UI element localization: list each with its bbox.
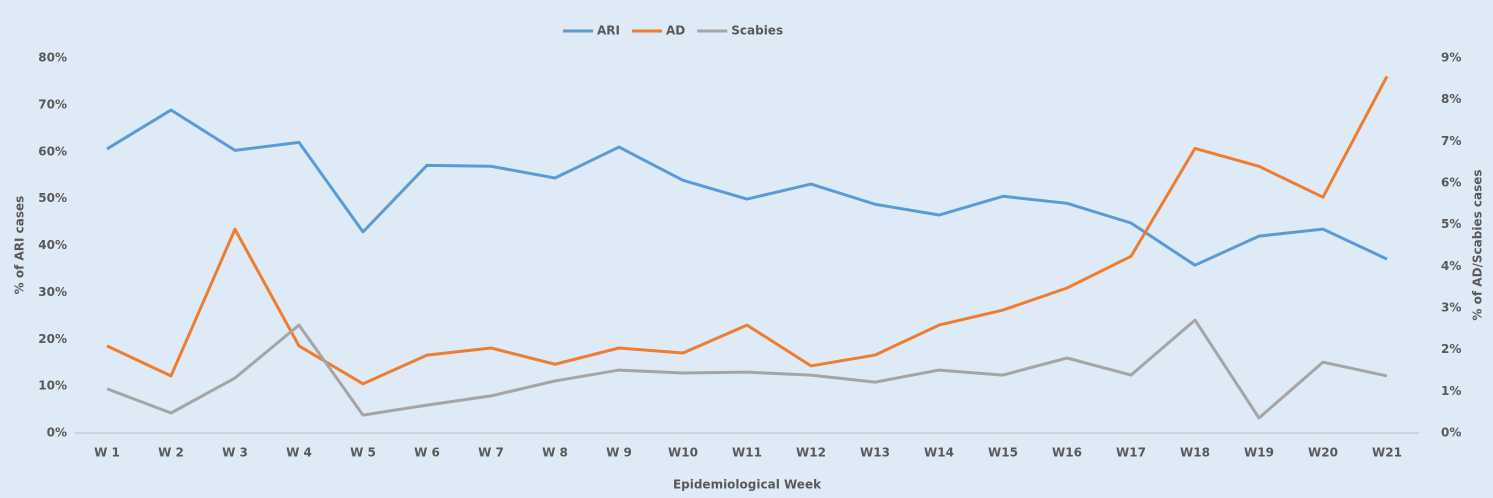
y-tick-label: 40%: [38, 238, 67, 252]
y-tick-label: 10%: [38, 379, 67, 393]
y2-tick-label: 5%: [1441, 217, 1461, 231]
y-tick-label: 70%: [38, 97, 67, 111]
x-tick-label: W 1: [94, 446, 120, 460]
x-axis-title: Epidemiological Week: [673, 478, 822, 492]
x-tick-label: W21: [1372, 446, 1402, 460]
y2-tick-label: 4%: [1441, 259, 1461, 273]
y2-tick-label: 9%: [1441, 51, 1461, 65]
x-tick-label: W18: [1180, 446, 1210, 460]
y-tick-label: 0%: [47, 426, 67, 440]
x-tick-label: W 5: [350, 446, 376, 460]
x-tick-label: W20: [1308, 446, 1338, 460]
y-axis-title: % of ARI cases: [13, 196, 27, 295]
x-tick-label: W12: [796, 446, 826, 460]
y-tick-label: 30%: [38, 285, 67, 299]
series-line: [106, 108, 1388, 267]
x-tick-label: W 6: [414, 446, 440, 460]
legend-label: AD: [666, 24, 685, 38]
x-tick-label: W17: [1116, 446, 1146, 460]
y2-tick-label: 0%: [1441, 426, 1461, 440]
y-tick-label: 80%: [38, 51, 67, 65]
x-tick-label: W14: [924, 446, 954, 460]
y-tick-label: 20%: [38, 332, 67, 346]
y2-tick-label: 7%: [1441, 134, 1461, 148]
y2-tick-label: 1%: [1441, 384, 1461, 398]
series-line: [106, 318, 1388, 420]
legend-label: Scabies: [731, 24, 783, 38]
x-tick-label: W 4: [286, 446, 312, 460]
x-tick-label: W 9: [606, 446, 632, 460]
y2-axis-title: % of AD/Scabies cases: [1471, 169, 1485, 320]
x-tick-label: W13: [860, 446, 890, 460]
y2-tick-label: 3%: [1441, 301, 1461, 315]
x-tick-label: W 8: [542, 446, 568, 460]
series-line: [106, 75, 1389, 386]
x-tick-label: W10: [668, 446, 698, 460]
y2-tick-label: 8%: [1441, 92, 1461, 106]
x-tick-label: W 2: [158, 446, 184, 460]
x-tick-label: W11: [732, 446, 762, 460]
y2-tick-label: 6%: [1441, 176, 1461, 190]
y-tick-label: 60%: [38, 144, 67, 158]
legend-label: ARI: [597, 24, 620, 38]
x-tick-label: W15: [988, 446, 1018, 460]
y-tick-label: 50%: [38, 191, 67, 205]
y2-tick-label: 2%: [1441, 342, 1461, 356]
x-tick-label: W 3: [222, 446, 248, 460]
x-tick-label: W 7: [478, 446, 504, 460]
x-tick-label: W19: [1244, 446, 1274, 460]
x-tick-label: W16: [1052, 446, 1082, 460]
